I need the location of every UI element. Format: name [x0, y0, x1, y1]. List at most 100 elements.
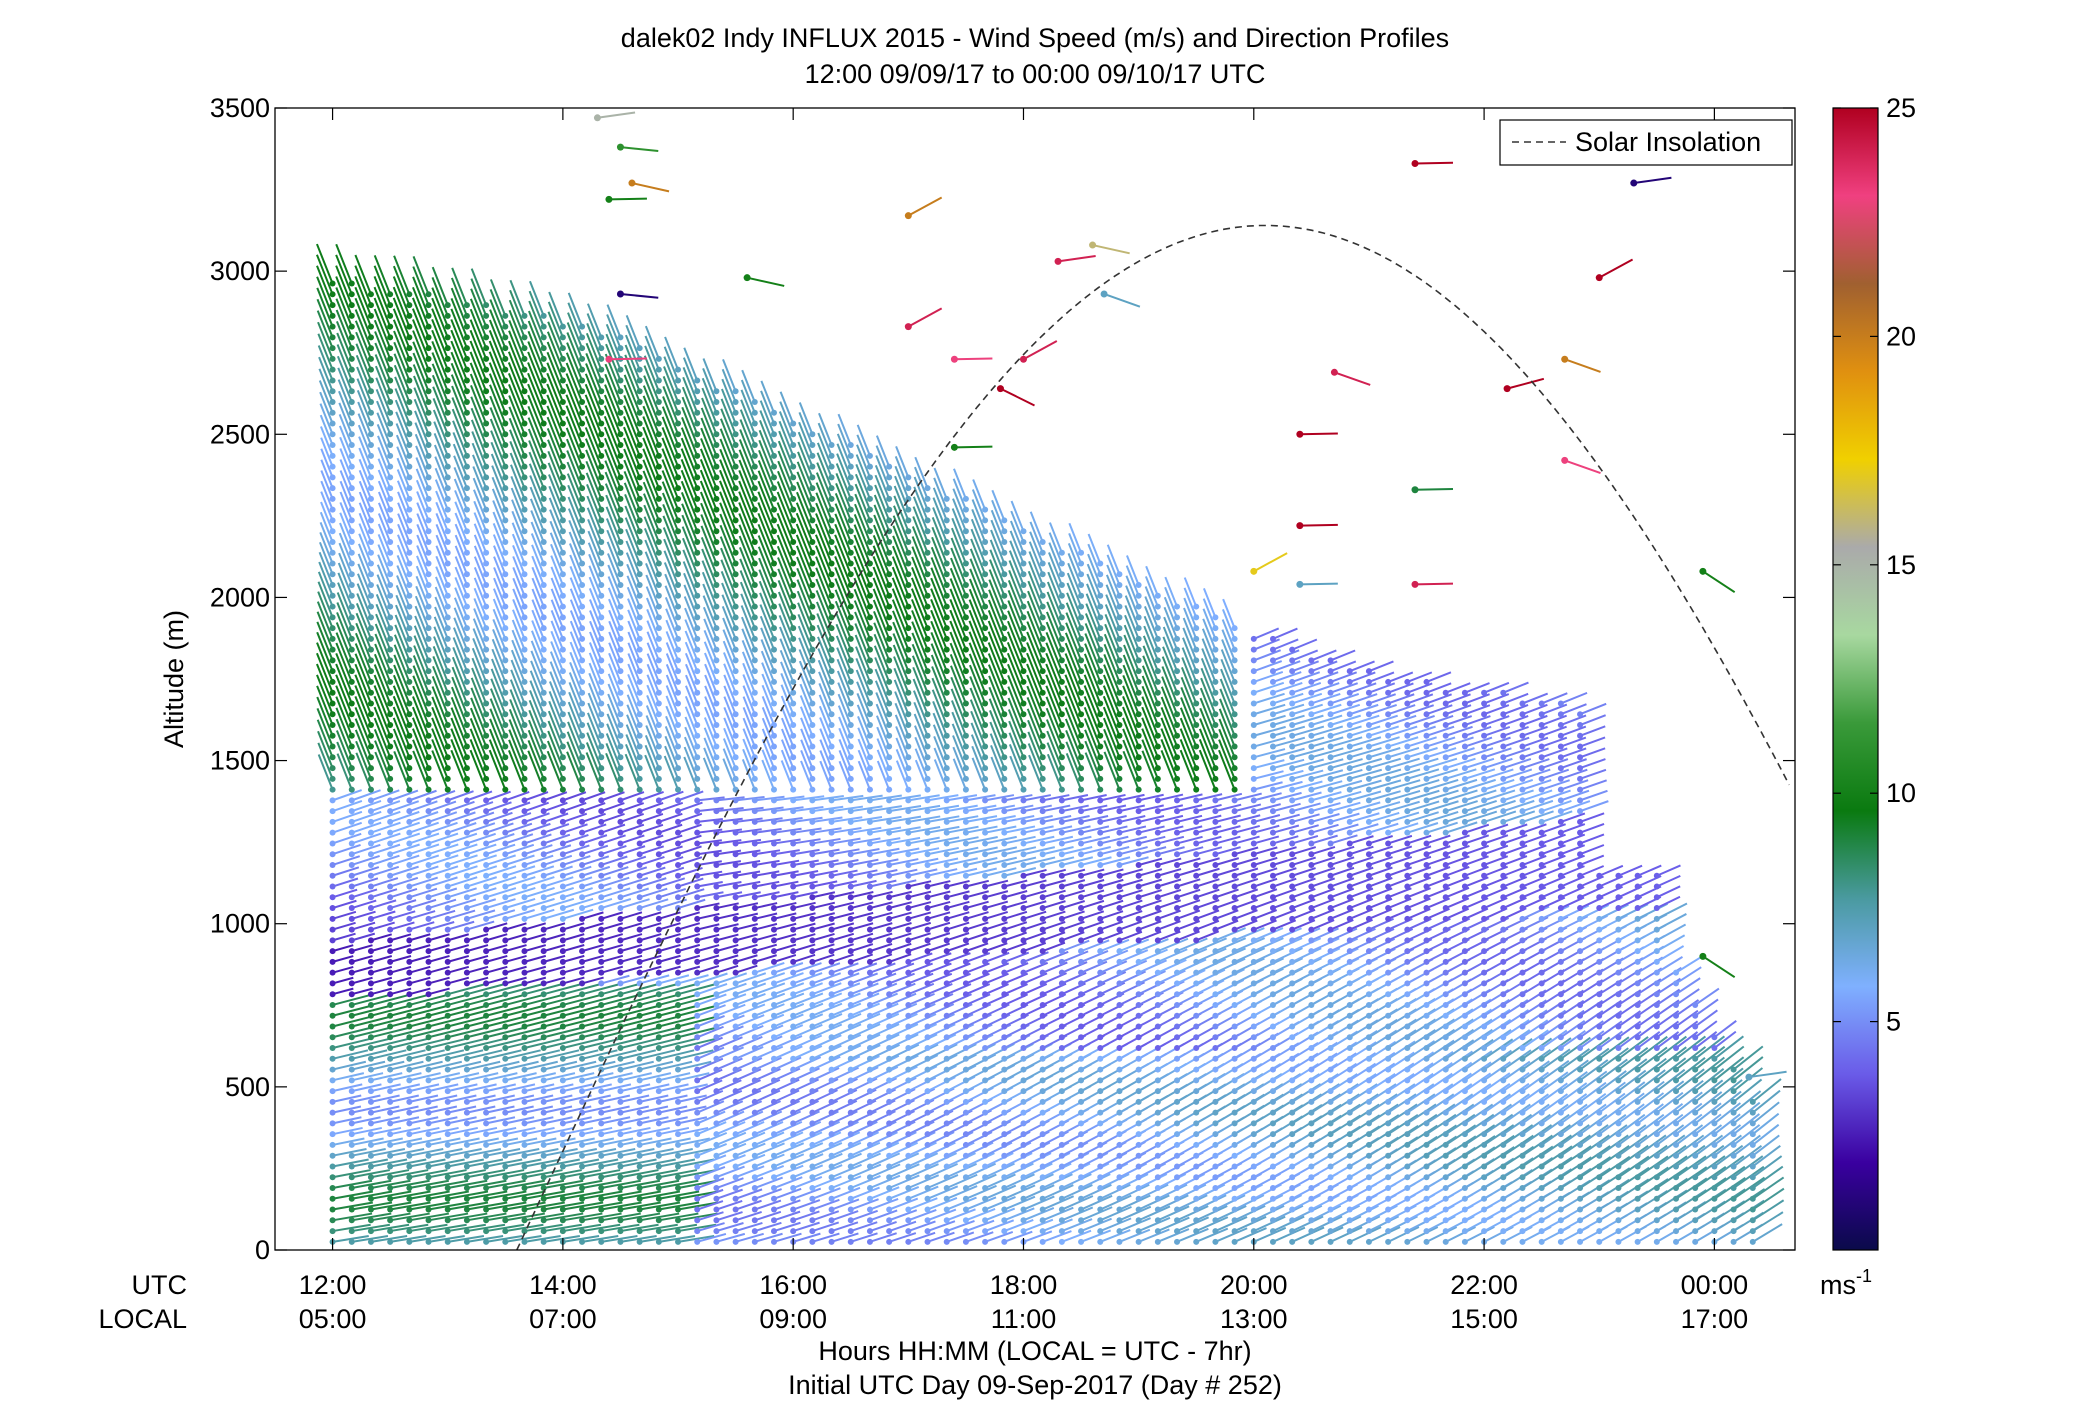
- wind-barb-dot: [790, 732, 797, 739]
- wind-barb: [428, 944, 450, 953]
- wind-barb: [719, 438, 737, 478]
- wind-barb-dot: [809, 571, 816, 578]
- wind-barb-dot: [598, 1012, 605, 1019]
- wind-barb-dot: [675, 711, 682, 718]
- wind-barb-dot: [444, 485, 451, 492]
- wind-barb-dot: [751, 474, 758, 481]
- wind-barb: [677, 1169, 717, 1179]
- wind-barb-dot: [559, 334, 566, 341]
- wind-barb: [566, 751, 584, 790]
- wind-barb: [754, 1035, 783, 1049]
- wind-barb-dot: [444, 1185, 451, 1192]
- wind-barb: [511, 629, 526, 661]
- wind-barb-dot: [463, 1109, 470, 1116]
- wind-barb-dot: [847, 538, 854, 545]
- wind-barb-dot: [636, 614, 643, 621]
- wind-barb: [431, 706, 449, 747]
- wind-barb: [773, 1110, 802, 1125]
- wind-barb-dot: [694, 765, 701, 772]
- wind-barb: [547, 710, 564, 747]
- wind-barb-dot: [329, 711, 336, 718]
- wind-barb-dot: [847, 485, 854, 492]
- wind-barb-dot: [694, 722, 701, 729]
- wind-barb: [754, 1176, 783, 1189]
- wind-barb-dot: [367, 980, 374, 987]
- wind-barb-dot: [502, 668, 509, 675]
- wind-barb-dot: [521, 915, 528, 922]
- wind-barb-dot: [617, 592, 624, 599]
- wind-barb-dot: [444, 355, 451, 362]
- wind-barb: [351, 832, 382, 845]
- wind-barb-dot: [540, 894, 547, 901]
- wind-barb-dot: [502, 872, 509, 879]
- wind-barb: [600, 855, 628, 866]
- wind-barb: [492, 511, 507, 543]
- wind-barb: [332, 855, 361, 866]
- wind-barb: [432, 655, 449, 694]
- wind-barb: [639, 954, 662, 963]
- wind-barb-dot: [675, 700, 682, 707]
- wind-barb-dot: [636, 463, 643, 470]
- wind-barb-dot: [617, 582, 624, 589]
- wind-barb-dot: [675, 538, 682, 545]
- wind-barb: [585, 472, 603, 511]
- wind-barb: [600, 887, 631, 899]
- wind-barb: [543, 812, 569, 823]
- wind-barb-dot: [387, 571, 394, 578]
- wind-barb: [565, 416, 584, 457]
- wind-barb-dot: [617, 915, 624, 922]
- wind-barb: [466, 1094, 496, 1103]
- wind-barb-dot: [636, 1109, 643, 1116]
- wind-barb: [740, 605, 756, 640]
- wind-barb-dot: [559, 1163, 566, 1170]
- wind-barb: [760, 380, 775, 414]
- wind-barb: [370, 877, 399, 888]
- wind-barb-dot: [847, 1066, 854, 1073]
- wind-barb: [492, 522, 507, 554]
- wind-barb: [665, 715, 679, 747]
- wind-barb-dot: [713, 1012, 720, 1019]
- wind-barb: [373, 254, 392, 295]
- wind-barb: [620, 1060, 654, 1071]
- wind-barb-dot: [713, 1141, 720, 1148]
- wind-barb-dot: [425, 1163, 432, 1170]
- wind-barb-dot: [559, 958, 566, 965]
- wind-barb: [505, 1094, 535, 1103]
- wind-barb: [492, 618, 507, 651]
- wind-barb: [605, 733, 622, 769]
- wind-barb-dot: [367, 506, 374, 513]
- wind-barb: [317, 581, 334, 618]
- wind-barb: [589, 631, 603, 661]
- wind-barb: [722, 629, 737, 661]
- wind-barb: [375, 603, 392, 640]
- wind-barb: [658, 1083, 689, 1093]
- wind-barb-dot: [886, 905, 893, 912]
- wind-barb-dot: [713, 765, 720, 772]
- wind-barb-dot: [713, 700, 720, 707]
- wind-barb-dot: [540, 937, 547, 944]
- wind-barb-dot: [579, 517, 586, 524]
- wind-barb: [428, 1137, 461, 1146]
- wind-barb: [642, 426, 660, 467]
- wind-barb: [758, 449, 775, 489]
- wind-barb-dot: [636, 818, 643, 825]
- wind-barb: [716, 1232, 746, 1243]
- wind-barb-dot: [866, 1034, 873, 1041]
- wind-barb: [338, 414, 353, 446]
- wind-barb-dot: [732, 937, 739, 944]
- wind-barb: [623, 459, 641, 500]
- wind-barb-dot: [540, 1098, 547, 1105]
- wind-barb-dot: [732, 1131, 739, 1138]
- wind-barb: [720, 571, 737, 607]
- wind-barb: [319, 521, 334, 554]
- wind-barb-dot: [521, 420, 528, 427]
- wind-barb-dot: [463, 668, 470, 675]
- wind-barb-dot: [847, 495, 854, 502]
- wind-barb: [389, 1026, 430, 1039]
- wind-barb-dot: [463, 980, 470, 987]
- wind-barb: [661, 448, 679, 489]
- wind-barb: [815, 472, 833, 511]
- wind-barb-dot: [540, 1088, 547, 1095]
- wind-barb: [562, 1015, 603, 1028]
- wind-barb-dot: [521, 732, 528, 739]
